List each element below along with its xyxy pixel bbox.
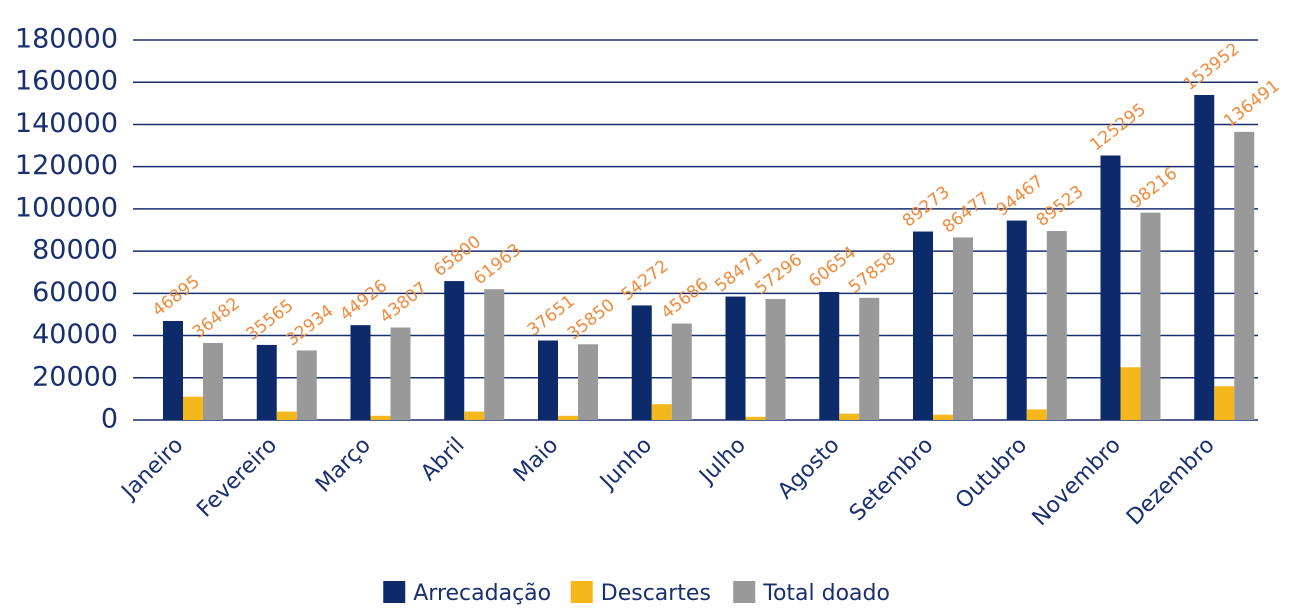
bar [1006, 220, 1027, 420]
bar [558, 415, 578, 420]
legend-swatch [570, 581, 593, 603]
bar [370, 415, 391, 420]
x-tick-label: Junho [594, 433, 657, 496]
bar [1194, 94, 1215, 420]
bar [1026, 409, 1047, 420]
bar [1120, 367, 1141, 420]
x-tick-label: Maio [509, 433, 563, 487]
y-tick-label: 20000 [32, 361, 118, 392]
y-tick-label: 100000 [15, 192, 118, 223]
value-label: 153952 [1180, 39, 1243, 95]
legend-swatch [733, 581, 756, 603]
y-tick-label: 140000 [15, 108, 118, 139]
bar [390, 327, 411, 420]
bar [203, 342, 223, 420]
bar [183, 396, 203, 420]
x-tick-label: Dezembro [1122, 433, 1220, 531]
bar [276, 411, 297, 420]
bar [256, 344, 277, 420]
value-label: 45686 [658, 274, 713, 323]
x-tick-label: Julho [694, 433, 751, 490]
x-tick-label: Março [311, 433, 376, 498]
x-tick-label: Abril [416, 433, 469, 486]
bar [839, 413, 860, 420]
y-tick-label: 160000 [15, 66, 118, 97]
bar [538, 340, 558, 420]
x-tick-label: Fevereiro [192, 433, 282, 523]
bar [578, 344, 598, 420]
bar [819, 291, 840, 420]
bar [745, 416, 766, 420]
bar [1046, 231, 1067, 420]
legend-label: Arrecadação [413, 581, 551, 606]
y-tick-label: 80000 [32, 235, 118, 266]
y-tick-label: 180000 [15, 24, 118, 55]
x-tick-label: Novembro [1028, 433, 1126, 531]
x-tick-label: Outubro [951, 433, 1032, 514]
bar [913, 231, 933, 420]
y-tick-label: 120000 [15, 150, 118, 181]
value-label: 125295 [1086, 100, 1149, 156]
legend-swatch [383, 581, 406, 603]
bar [933, 414, 953, 420]
bar [444, 281, 465, 420]
x-tick-label: Agosto [773, 433, 844, 504]
bar [1140, 212, 1161, 420]
legend-label: Descartes [601, 581, 711, 606]
bar [631, 305, 652, 420]
value-label: 46895 [149, 272, 204, 321]
y-tick-label: 0 [101, 404, 118, 435]
value-label: 136491 [1220, 76, 1283, 132]
value-label: 54272 [618, 256, 673, 305]
bar [163, 320, 183, 420]
bar [350, 325, 371, 420]
y-tick-label: 60000 [32, 277, 118, 308]
bar [1100, 155, 1121, 420]
bar [1234, 131, 1255, 420]
bar [765, 299, 786, 420]
bar [725, 296, 746, 420]
bar [953, 237, 973, 420]
value-label: 98216 [1126, 163, 1181, 212]
bar [651, 404, 672, 420]
x-tick-label: Janeiro [116, 433, 189, 506]
bar [671, 323, 692, 420]
x-tick-label: Setembro [845, 433, 938, 526]
legend-label: Total doado [762, 581, 890, 606]
bar [484, 289, 505, 420]
bar [464, 411, 485, 420]
bar [296, 350, 317, 420]
bar [1214, 386, 1235, 420]
bar [859, 297, 880, 420]
y-tick-label: 40000 [32, 319, 118, 350]
